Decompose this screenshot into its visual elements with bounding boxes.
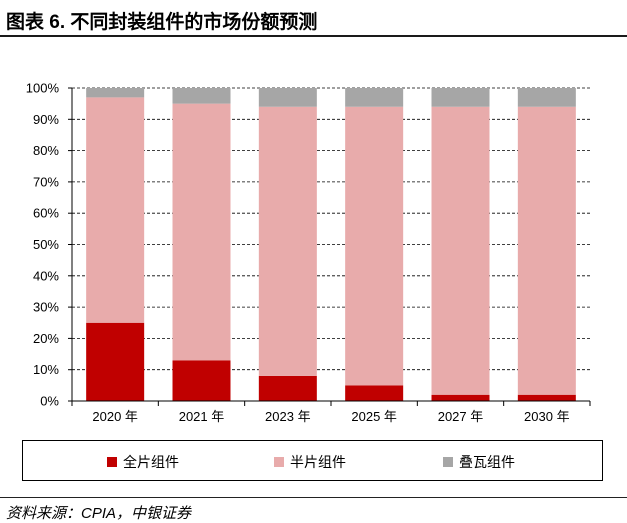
legend-label-series-3: 叠瓦组件 — [459, 454, 515, 470]
x-tick-label: 2030 年 — [524, 409, 570, 424]
y-tick-label: 10% — [33, 362, 59, 377]
bar-segment-series-1-cat-6 — [517, 394, 576, 401]
legend-label-series-1: 全片组件 — [123, 454, 179, 470]
y-tick-label: 50% — [33, 237, 59, 252]
y-tick-label: 30% — [33, 300, 59, 315]
source-note: 资料来源：CPIA，中银证券 — [6, 505, 192, 522]
bar-segment-series-2-cat-3 — [258, 106, 317, 376]
figure-title: 图表 6. 不同封装组件的市场份额预测 — [6, 12, 318, 33]
bar-segment-series-1-cat-2 — [172, 360, 231, 401]
x-tick-label: 2023 年 — [265, 409, 311, 424]
legend: 全片组件 半片组件 叠瓦组件 — [22, 440, 603, 481]
bar-segment-series-1-cat-3 — [258, 375, 317, 401]
legend-swatch-series-1 — [107, 457, 117, 467]
bar-segment-series-1-cat-4 — [345, 385, 404, 401]
legend-swatch-series-3 — [443, 457, 453, 467]
legend-item-series-2: 半片组件 — [274, 452, 346, 472]
source-divider — [0, 497, 627, 498]
y-tick-label: 0% — [40, 394, 59, 409]
bar-segment-series-1-cat-1 — [86, 322, 145, 401]
bar-segment-series-3-cat-6 — [517, 88, 576, 107]
bar-segment-series-2-cat-6 — [517, 106, 576, 395]
bar-segment-series-2-cat-5 — [431, 106, 490, 395]
stacked-bar-chart: 0% 10% 20% 30% 40% 50% 60% 70% 80% 90% 100% 2020 年 2… — [26, 81, 591, 424]
bar-segment-series-2-cat-1 — [86, 97, 145, 323]
x-tick-label: 2021 年 — [179, 409, 225, 424]
title-divider — [0, 35, 627, 37]
bar-segment-series-3-cat-5 — [431, 88, 490, 107]
legend-label-series-2: 半片组件 — [290, 454, 346, 470]
legend-swatch-series-2 — [274, 457, 284, 467]
bar-segment-series-2-cat-4 — [345, 106, 404, 386]
bar-segment-series-3-cat-4 — [345, 88, 404, 107]
bar-segment-series-3-cat-1 — [86, 88, 145, 98]
bar-segment-series-2-cat-2 — [172, 103, 231, 361]
x-tick-label: 2020 年 — [92, 409, 138, 424]
y-tick-label: 90% — [33, 112, 59, 127]
y-tick-label: 60% — [33, 206, 59, 221]
x-tick-label: 2025 年 — [351, 409, 397, 424]
bar-segment-series-1-cat-5 — [431, 394, 490, 401]
y-tick-label: 80% — [33, 143, 59, 158]
y-tick-label: 20% — [33, 331, 59, 346]
y-tick-label: 100% — [26, 81, 60, 96]
legend-item-series-1: 全片组件 — [107, 452, 179, 472]
bar-segment-series-3-cat-3 — [258, 88, 317, 107]
bar-segment-series-3-cat-2 — [172, 88, 231, 104]
y-tick-label: 70% — [33, 174, 59, 189]
x-tick-label: 2027 年 — [438, 409, 484, 424]
legend-item-series-3: 叠瓦组件 — [443, 452, 515, 472]
y-tick-label: 40% — [33, 268, 59, 283]
